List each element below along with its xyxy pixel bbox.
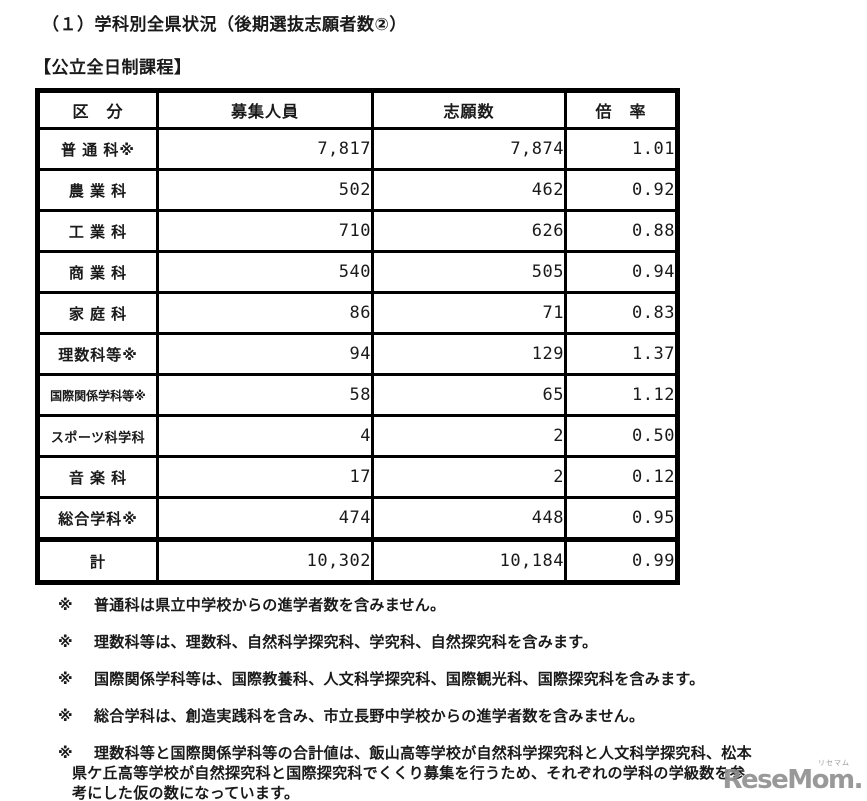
resemom-logo: リセマム ReseMom. xyxy=(722,760,864,795)
applicants-cell: 71 xyxy=(371,291,567,335)
footnote-text: 普通科は県立中学校からの進学者数を含みません。 xyxy=(94,597,446,614)
footnote-marker: ※ xyxy=(58,671,73,688)
section-heading: 【公立全日制課程】 xyxy=(34,58,192,77)
category-cell: 商 業 科 xyxy=(36,250,159,294)
table-total-row: 計 10,302 10,184 0.99 xyxy=(36,537,679,584)
applicants-cell: 10,184 xyxy=(371,537,567,584)
footnote-text: 理数科等は、理数科、自然科学探究科、学究科、自然探究科を含みます。 xyxy=(94,634,598,651)
column-header-capacity: 募集人員 xyxy=(156,89,374,130)
ratio-cell: 0.83 xyxy=(564,291,679,335)
category-cell: 国際関係学科等※ xyxy=(36,373,159,417)
category-cell: 総合学科※ xyxy=(36,496,159,541)
applicants-cell: 462 xyxy=(371,168,567,212)
footnote: ※ 総合学科は、創造実践科を含み、市立長野中学校からの進学者数を含みません。 xyxy=(58,707,820,727)
column-header-ratio: 倍 率 xyxy=(564,89,679,130)
applicants-cell: 505 xyxy=(371,250,567,294)
table-row: 家 庭 科 86 71 0.83 xyxy=(36,291,679,335)
page-title: （１）学科別全県状況（後期選抜志願者数②） xyxy=(42,15,407,34)
resemom-logo-ruby: リセマム xyxy=(818,759,850,767)
capacity-cell: 86 xyxy=(156,291,374,335)
ratio-cell: 0.50 xyxy=(564,414,679,458)
column-header-category: 区 分 xyxy=(36,89,159,130)
footnote-marker: ※ xyxy=(58,745,73,762)
table-row: 普 通 科※ 7,817 7,874 1.01 xyxy=(36,127,679,171)
capacity-cell: 502 xyxy=(156,168,374,212)
applicants-cell: 65 xyxy=(371,373,567,417)
footnote-text: 総合学科は、創造実践科を含み、市立長野中学校からの進学者数を含みません。 xyxy=(94,708,645,725)
table-row: スポーツ科学科 4 2 0.50 xyxy=(36,414,679,458)
category-cell: 計 xyxy=(36,537,159,584)
category-cell: 工 業 科 xyxy=(36,209,159,253)
capacity-cell: 58 xyxy=(156,373,374,417)
category-cell: 理数科等※ xyxy=(36,332,159,376)
footnote-text: 理数科等と国際関係学科等の合計値は、飯山高等学校が自然科学探究科と人文科学探究科… xyxy=(72,745,752,801)
applicants-cell: 2 xyxy=(371,455,567,499)
table-row: 国際関係学科等※ 58 65 1.12 xyxy=(36,373,679,417)
ratio-cell: 1.37 xyxy=(564,332,679,376)
applicants-cell: 7,874 xyxy=(371,127,567,171)
footnote: ※ 普通科は県立中学校からの進学者数を含みません。 xyxy=(58,596,820,616)
table-row: 理数科等※ 94 129 1.37 xyxy=(36,332,679,376)
category-cell: 普 通 科※ xyxy=(36,127,159,171)
applicants-cell: 2 xyxy=(371,414,567,458)
footnote-text: 国際関係学科等は、国際教養科、人文科学探究科、国際観光科、国際探究科を含みます。 xyxy=(94,671,705,688)
footnote-marker: ※ xyxy=(58,708,73,725)
table-row: 工 業 科 710 626 0.88 xyxy=(36,209,679,253)
table-row: 農 業 科 502 462 0.92 xyxy=(36,168,679,212)
table-header-row: 区 分 募集人員 志願数 倍 率 xyxy=(36,89,679,130)
category-cell: 音 楽 科 xyxy=(36,455,159,499)
footnotes: ※ 普通科は県立中学校からの進学者数を含みません。 ※ 理数科等は、理数科、自然科学… xyxy=(58,596,820,801)
footnote-marker: ※ xyxy=(58,597,73,614)
category-cell: 農 業 科 xyxy=(36,168,159,212)
footnote: ※ 理数科等は、理数科、自然科学探究科、学究科、自然探究科を含みます。 xyxy=(58,633,820,653)
resemom-logo-text: ReseMom. xyxy=(722,765,864,795)
ratio-cell: 0.95 xyxy=(564,496,679,541)
ratio-cell: 0.92 xyxy=(564,168,679,212)
applicants-table: 区 分 募集人員 志願数 倍 率 普 通 科※ 7,817 7,874 1.01… xyxy=(35,88,680,585)
applicants-cell: 448 xyxy=(371,496,567,541)
category-cell: スポーツ科学科 xyxy=(36,414,159,458)
category-cell: 家 庭 科 xyxy=(36,291,159,335)
capacity-cell: 474 xyxy=(156,496,374,541)
footnote: ※ 国際関係学科等は、国際教養科、人文科学探究科、国際観光科、国際探究科を含みます… xyxy=(58,670,820,690)
column-header-applicants: 志願数 xyxy=(371,89,567,130)
ratio-cell: 0.99 xyxy=(564,537,679,584)
footnote-marker: ※ xyxy=(58,634,73,651)
ratio-cell: 0.94 xyxy=(564,250,679,294)
capacity-cell: 94 xyxy=(156,332,374,376)
table-row: 総合学科※ 474 448 0.95 xyxy=(36,496,679,541)
capacity-cell: 10,302 xyxy=(156,537,374,584)
table-row: 商 業 科 540 505 0.94 xyxy=(36,250,679,294)
capacity-cell: 710 xyxy=(156,209,374,253)
capacity-cell: 7,817 xyxy=(156,127,374,171)
footnote: ※ 理数科等と国際関係学科等の合計値は、飯山高等学校が自然科学探究科と人文科学探究… xyxy=(58,744,820,801)
applicants-cell: 626 xyxy=(371,209,567,253)
ratio-cell: 1.01 xyxy=(564,127,679,171)
applicants-cell: 129 xyxy=(371,332,567,376)
capacity-cell: 4 xyxy=(156,414,374,458)
ratio-cell: 1.12 xyxy=(564,373,679,417)
ratio-cell: 0.88 xyxy=(564,209,679,253)
capacity-cell: 540 xyxy=(156,250,374,294)
capacity-cell: 17 xyxy=(156,455,374,499)
table-row: 音 楽 科 17 2 0.12 xyxy=(36,455,679,499)
ratio-cell: 0.12 xyxy=(564,455,679,499)
